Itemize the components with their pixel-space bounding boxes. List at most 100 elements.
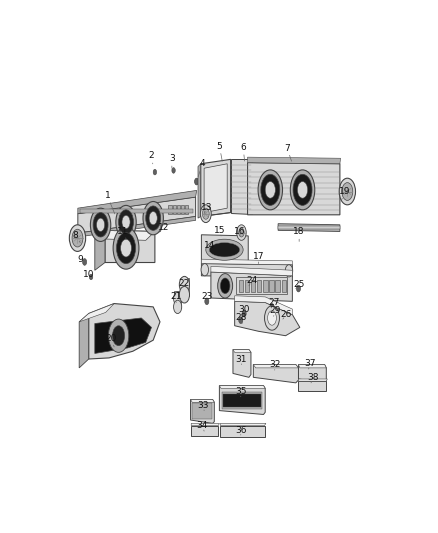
Polygon shape [220, 423, 266, 425]
Bar [269, 280, 274, 293]
Polygon shape [219, 386, 265, 389]
Bar [192, 403, 212, 419]
Circle shape [83, 259, 87, 265]
Text: 3: 3 [169, 154, 175, 163]
Circle shape [146, 206, 161, 230]
Circle shape [342, 183, 353, 200]
Polygon shape [95, 230, 105, 270]
Ellipse shape [206, 239, 243, 260]
Text: 7: 7 [284, 144, 290, 153]
Text: 18: 18 [293, 227, 305, 236]
Text: 25: 25 [293, 280, 305, 289]
Polygon shape [88, 304, 160, 359]
Polygon shape [204, 164, 227, 213]
Text: 19: 19 [339, 187, 351, 196]
Circle shape [96, 218, 105, 231]
Text: 34: 34 [197, 421, 208, 430]
Text: 13: 13 [201, 203, 212, 212]
Polygon shape [278, 224, 340, 231]
Text: 30: 30 [238, 304, 250, 313]
Polygon shape [201, 259, 293, 265]
Polygon shape [105, 230, 155, 263]
Circle shape [290, 170, 315, 210]
Circle shape [239, 228, 244, 237]
Text: 6: 6 [240, 143, 246, 152]
Polygon shape [235, 296, 293, 314]
Polygon shape [198, 164, 201, 218]
Polygon shape [78, 190, 197, 214]
Bar [185, 205, 188, 214]
Polygon shape [211, 266, 293, 276]
Circle shape [113, 326, 125, 346]
Bar [237, 278, 287, 294]
Text: 10: 10 [83, 270, 95, 279]
Bar [282, 280, 286, 293]
Text: 26: 26 [281, 310, 292, 319]
Circle shape [194, 178, 199, 185]
Text: 22: 22 [179, 279, 190, 287]
Polygon shape [201, 264, 293, 277]
Bar [80, 209, 193, 213]
Text: 31: 31 [235, 354, 247, 364]
Polygon shape [247, 163, 340, 215]
Circle shape [258, 170, 283, 210]
Circle shape [108, 319, 129, 352]
Circle shape [220, 278, 230, 294]
Text: 5: 5 [216, 142, 222, 150]
Bar [223, 394, 261, 407]
Polygon shape [201, 159, 230, 216]
Bar [181, 205, 184, 214]
Text: 24: 24 [247, 276, 258, 285]
Bar [278, 226, 340, 229]
Text: 37: 37 [304, 359, 316, 368]
Polygon shape [201, 235, 248, 265]
Text: 15: 15 [214, 226, 226, 235]
Circle shape [242, 310, 246, 317]
Polygon shape [191, 425, 219, 435]
Bar [169, 205, 172, 214]
Polygon shape [230, 159, 251, 214]
Circle shape [201, 264, 208, 276]
Circle shape [339, 178, 356, 205]
Circle shape [72, 229, 83, 247]
Text: 9: 9 [78, 255, 83, 264]
Polygon shape [298, 365, 326, 368]
Circle shape [158, 227, 161, 232]
Polygon shape [95, 230, 155, 240]
Circle shape [143, 201, 163, 235]
Polygon shape [253, 365, 298, 383]
Circle shape [297, 285, 300, 292]
Text: 36: 36 [235, 425, 247, 434]
Text: 35: 35 [235, 386, 247, 395]
Circle shape [218, 273, 233, 298]
Circle shape [268, 311, 276, 325]
Circle shape [202, 208, 209, 219]
Polygon shape [78, 216, 196, 237]
Polygon shape [191, 400, 214, 423]
Bar [263, 280, 268, 293]
Polygon shape [219, 386, 265, 415]
Polygon shape [78, 197, 196, 233]
Polygon shape [211, 272, 293, 301]
Circle shape [89, 274, 93, 280]
Circle shape [200, 205, 211, 223]
Bar [239, 280, 243, 293]
Text: 17: 17 [253, 253, 264, 262]
Text: 11: 11 [117, 227, 128, 236]
Bar [173, 205, 176, 214]
Text: 4: 4 [200, 159, 205, 168]
Circle shape [265, 182, 276, 198]
Polygon shape [95, 318, 152, 353]
Text: 21: 21 [170, 293, 182, 301]
Bar [174, 292, 181, 308]
Polygon shape [298, 379, 327, 381]
Circle shape [239, 317, 243, 324]
Text: 12: 12 [158, 223, 169, 232]
Text: 27: 27 [268, 298, 279, 307]
Text: 16: 16 [234, 227, 246, 236]
Text: 14: 14 [204, 241, 215, 251]
Circle shape [117, 232, 135, 264]
Text: 20: 20 [105, 334, 117, 343]
Polygon shape [253, 365, 298, 368]
Circle shape [149, 212, 157, 225]
